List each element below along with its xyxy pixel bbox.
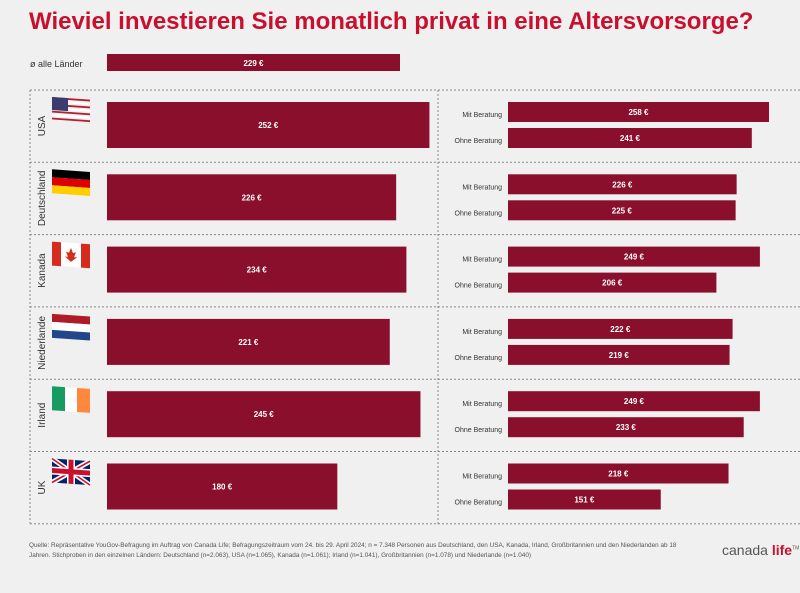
bar-mit-label-kanada: 249 € (624, 253, 645, 262)
bar-ohne-label-uk: 151 € (574, 496, 595, 505)
canada-flag-icon (52, 241, 90, 269)
series-label-ohne: Ohne Beratung (455, 210, 503, 217)
bar-mit-uk (508, 463, 729, 484)
bar-mit-deutschland (508, 174, 737, 195)
bar-mit-irland (508, 391, 760, 412)
series-label-ohne: Ohne Beratung (455, 427, 503, 434)
bar-total-label-niederlande: 221 € (238, 338, 259, 347)
logo-text-canada: canada (722, 542, 768, 558)
overall-label: ø alle Länder (30, 59, 83, 69)
country-label-deutschland: Deutschland (37, 171, 48, 227)
ireland-flag-icon (52, 386, 90, 413)
bar-ohne-label-niederlande: 219 € (609, 351, 630, 360)
chart-title: Wieviel investieren Sie monatlich privat… (29, 8, 754, 35)
bar-total-irland (107, 391, 421, 438)
series-label-mit: Mit Beratung (462, 474, 502, 481)
logo-text-life: life (771, 542, 793, 558)
country-label-uk: UK (37, 480, 48, 494)
series-label-mit: Mit Beratung (462, 112, 502, 119)
bar-ohne-uk (508, 489, 661, 510)
bar-mit-usa (508, 102, 769, 122)
usa-flag-icon (52, 97, 90, 123)
series-label-ohne: Ohne Beratung (455, 355, 503, 362)
series-label-mit: Mit Beratung (462, 401, 502, 408)
bar-overall (107, 54, 400, 71)
country-label-irland: Irland (37, 403, 48, 428)
bar-total-uk (107, 463, 338, 510)
bar-mit-label-uk: 218 € (608, 470, 629, 479)
bar-mit-label-niederlande: 222 € (610, 325, 631, 334)
uk-flag-icon (50, 456, 92, 488)
bar-ohne-niederlande (508, 344, 730, 365)
series-label-mit: Mit Beratung (462, 329, 502, 336)
bar-ohne-label-deutschland: 225 € (612, 206, 633, 215)
bar-ohne-label-usa: 241 € (620, 134, 641, 143)
logo-trademark: TM (792, 545, 800, 552)
germany-flag-icon (52, 169, 90, 196)
bar-mit-kanada (508, 246, 760, 267)
bar-total-deutschland (107, 174, 397, 221)
bar-total-label-kanada: 234 € (247, 266, 268, 275)
bar-total-kanada (107, 246, 407, 293)
country-label-kanada: Kanada (37, 253, 48, 288)
bar-total-label-uk: 180 € (212, 483, 233, 492)
series-label-mit: Mit Beratung (462, 184, 502, 191)
bar-ohne-deutschland (508, 200, 736, 221)
series-label-ohne: Ohne Beratung (455, 283, 503, 290)
series-label-ohne: Ohne Beratung (455, 138, 503, 145)
series-label-mit: Mit Beratung (462, 257, 502, 264)
bar-overall-label: 229 € (243, 59, 264, 68)
bar-ohne-label-kanada: 206 € (602, 279, 623, 288)
bar-total-usa (107, 102, 430, 148)
bar-total-label-irland: 245 € (254, 410, 275, 419)
bar-mit-label-usa: 258 € (628, 108, 649, 117)
bar-ohne-irland (508, 417, 744, 438)
netherlands-flag-icon (52, 313, 90, 341)
bar-total-label-usa: 252 € (258, 121, 279, 130)
series-label-ohne: Ohne Beratung (455, 500, 503, 507)
bar-ohne-usa (508, 128, 752, 148)
source-note: Quelle: Repräsentative YouGov-Befragung … (29, 542, 677, 559)
bar-chart: ø alle Länder 229 € USA 252 € Mit Beratung 25… (29, 54, 800, 525)
bar-ohne-label-irland: 233 € (616, 423, 637, 432)
bar-ohne-kanada (508, 272, 717, 293)
bar-total-label-deutschland: 226 € (242, 193, 263, 202)
bar-mit-niederlande (508, 318, 733, 339)
country-label-niederlande: Niederlande (37, 316, 48, 370)
canada-life-logo: canada lifeTM (722, 542, 799, 558)
bar-mit-label-deutschland: 226 € (612, 180, 633, 189)
bar-total-niederlande (107, 318, 390, 365)
bar-mit-label-irland: 249 € (624, 397, 645, 406)
country-label-usa: USA (37, 115, 48, 136)
